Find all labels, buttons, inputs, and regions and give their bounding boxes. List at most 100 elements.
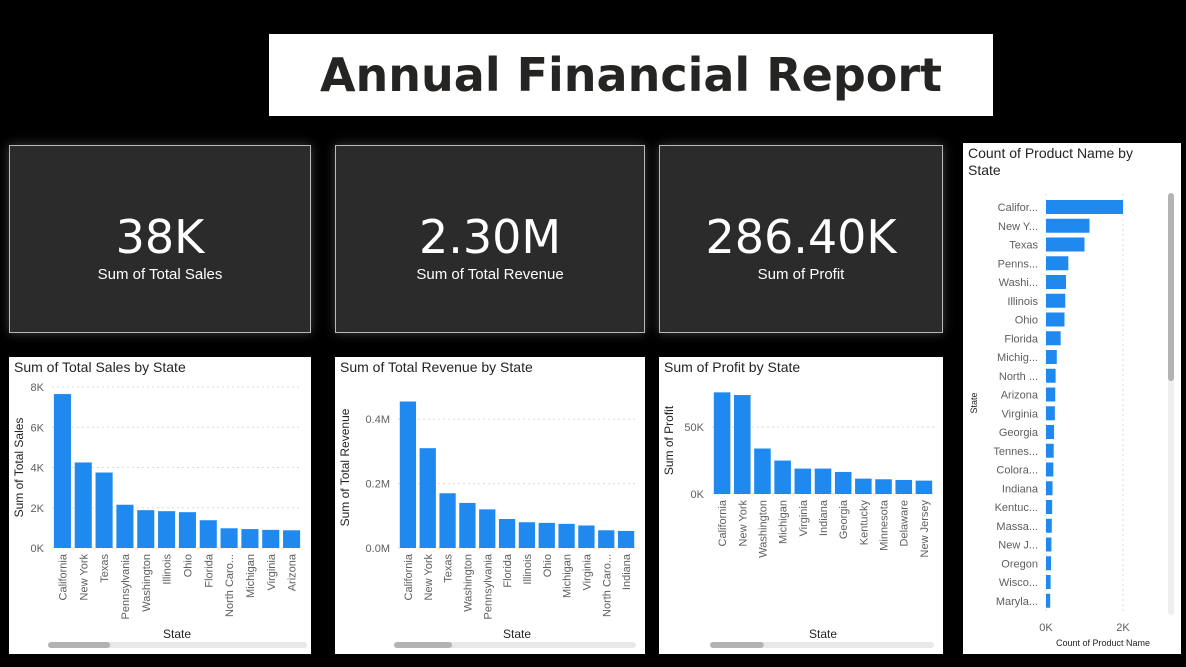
bar: [1046, 387, 1056, 402]
kpi-label: Sum of Total Sales: [97, 266, 223, 283]
bar: [518, 522, 536, 548]
bar: [53, 394, 71, 548]
x-tick-label: New York: [78, 554, 90, 601]
bar: [459, 502, 476, 548]
bar: [578, 525, 595, 548]
bar: [95, 472, 113, 548]
bar: [178, 512, 196, 548]
scrollbar-thumb: [48, 642, 111, 648]
y-tick-label: Tennes...: [993, 446, 1038, 458]
chart-title: Sum of Profit by State: [664, 359, 801, 375]
x-tick-label: California: [403, 553, 415, 600]
bar: [1046, 556, 1052, 571]
bar: [399, 401, 417, 548]
bar: [1046, 593, 1051, 608]
bar: [774, 460, 791, 494]
x-tick-label: Illinois: [522, 554, 534, 585]
y-tick-label: Ohio: [1015, 315, 1038, 327]
kpi-card-total-revenue[interactable]: 2.30M Sum of Total Revenue: [335, 145, 645, 333]
bar: [1046, 237, 1085, 252]
kpi-label: Sum of Total Revenue: [416, 266, 564, 283]
y-tick-label: Califor...: [998, 202, 1038, 214]
bar: [1046, 575, 1051, 589]
bar: [1046, 331, 1061, 346]
bar: [713, 392, 731, 494]
y-tick-label: 2K: [31, 503, 45, 515]
scrollbar-thumb: [1168, 193, 1174, 381]
bar: [814, 468, 832, 494]
bar: [1046, 425, 1055, 439]
bar: [1046, 350, 1057, 364]
kpi-label: Sum of Profit: [757, 266, 845, 283]
x-tick-label: Washington: [757, 500, 769, 558]
bar: [794, 468, 812, 494]
y-tick-label: Michig...: [997, 352, 1038, 364]
x-axis-title: State: [163, 627, 191, 641]
x-tick-label: Indiana: [818, 499, 830, 536]
x-tick-label: Ohio: [182, 554, 194, 577]
bar: [1046, 275, 1067, 289]
bar: [283, 530, 301, 548]
y-tick-label: 0K: [31, 543, 45, 555]
y-axis-title: State: [969, 392, 979, 413]
y-tick-label: Oregon: [1001, 558, 1038, 570]
bar: [895, 479, 913, 494]
sales-chart-svg: 0K 2K 4K 6K 8K California New York Texas Pennsyl…: [12, 382, 307, 648]
y-tick-label: Arizona: [1001, 390, 1039, 402]
scrollbar-track: [394, 642, 636, 648]
x-tick-label: Arizona: [287, 553, 299, 591]
bar: [1046, 481, 1053, 496]
chart-sales-by-state[interactable]: 0K 2K 4K 6K 8K California New York Texas Pennsyl…: [9, 357, 311, 654]
x-tick-label: Delaware: [899, 500, 911, 546]
scrollbar-thumb: [394, 642, 453, 648]
y-tick-label: Indiana: [1002, 483, 1039, 495]
y-axis-title: Sum of Total Sales: [12, 418, 26, 518]
bar: [558, 523, 575, 548]
chart-product-count-by-state[interactable]: 0K 2K Califor... New Y... Texas Penns... Washi…: [963, 143, 1181, 654]
x-tick-label: California: [717, 499, 729, 546]
x-tick-label: Pennsylvania: [482, 553, 494, 619]
x-tick-label: Texas: [443, 554, 455, 583]
bar: [158, 511, 176, 548]
bar: [1046, 368, 1056, 383]
chart-title: Sum of Total Revenue by State: [340, 359, 533, 375]
x-tick-label: Kentucky: [858, 500, 870, 546]
x-tick-label: New York: [423, 554, 435, 601]
x-tick-label: 0K: [1039, 622, 1053, 634]
bar: [1046, 256, 1069, 271]
y-tick-label: 0.4M: [366, 414, 390, 426]
scrollbar-thumb: [710, 642, 764, 648]
x-axis-title: Count of Product Name: [1056, 638, 1150, 648]
bar: [220, 528, 238, 548]
bar: [74, 462, 92, 548]
bar: [199, 520, 217, 548]
kpi-value: 38K: [115, 210, 205, 264]
y-tick-label: 8K: [31, 382, 45, 394]
y-tick-label: 0K: [691, 489, 705, 501]
x-tick-label: Florida: [502, 553, 514, 588]
y-tick-label: Florida: [1004, 333, 1039, 345]
x-tick-label: Virginia: [266, 553, 278, 590]
x-tick-label: New York: [737, 500, 749, 547]
chart-title: Count of Product Name by State: [968, 145, 1133, 178]
bar: [1046, 218, 1090, 233]
y-axis-title: Sum of Total Revenue: [338, 408, 352, 526]
kpi-card-profit[interactable]: 286.40K Sum of Profit: [659, 145, 943, 333]
bar: [479, 509, 496, 548]
y-tick-label: Massa...: [996, 521, 1038, 533]
x-tick-label: Illinois: [162, 554, 174, 585]
bar: [1046, 443, 1054, 458]
bar: [137, 510, 155, 548]
revenue-chart-svg: 0.0M 0.2M 0.4M California New York Texas Washi…: [338, 401, 636, 648]
bar: [834, 471, 852, 494]
kpi-card-total-sales[interactable]: 38K Sum of Total Sales: [9, 145, 311, 333]
bar: [1046, 462, 1054, 477]
x-tick-label: Florida: [203, 553, 215, 588]
bar: [617, 530, 635, 548]
bar: [419, 448, 436, 548]
chart-revenue-by-state[interactable]: 0.0M 0.2M 0.4M California New York Texas Washi…: [335, 357, 645, 654]
y-axis-title: Sum of Profit: [662, 405, 676, 475]
y-tick-label: Maryla...: [996, 596, 1038, 608]
chart-profit-by-state[interactable]: 0K 50K California New York Washington Michiga…: [659, 357, 943, 654]
product-count-chart-svg: 0K 2K Califor... New Y... Texas Penns... Washi…: [969, 193, 1174, 648]
